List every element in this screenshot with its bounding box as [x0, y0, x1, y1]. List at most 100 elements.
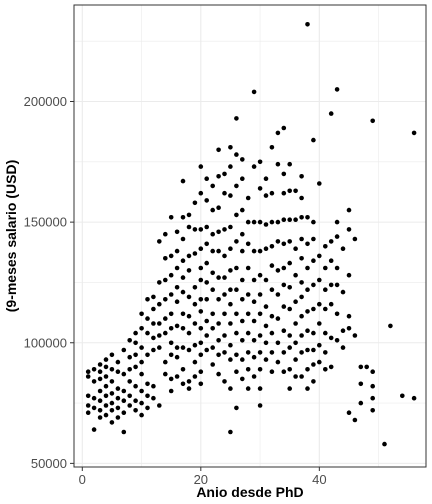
data-point: [180, 215, 186, 220]
data-point: [216, 352, 221, 358]
data-point: [311, 137, 316, 143]
data-point: [269, 313, 275, 319]
data-point: [293, 299, 298, 305]
data-point: [287, 386, 293, 391]
data-point: [186, 330, 192, 336]
data-point: [251, 89, 257, 95]
data-point: [174, 265, 180, 271]
data-point: [198, 227, 204, 232]
data-point: [245, 350, 251, 355]
data-point: [198, 265, 204, 271]
data-point: [257, 403, 263, 408]
data-point: [198, 369, 204, 375]
data-point: [216, 371, 221, 377]
data-point: [287, 333, 293, 338]
data-point: [109, 400, 115, 406]
data-point: [281, 265, 287, 271]
data-point: [311, 219, 316, 225]
data-point: [204, 198, 209, 203]
data-point: [358, 364, 364, 370]
data-point: [228, 321, 233, 326]
data-point: [216, 147, 221, 153]
data-point: [311, 330, 316, 336]
data-point: [234, 287, 239, 293]
data-point: [228, 386, 233, 391]
data-point: [85, 410, 91, 416]
data-point: [263, 277, 269, 283]
data-point: [115, 415, 121, 420]
data-point: [293, 340, 298, 346]
y-tick-label: 150000: [24, 215, 67, 230]
data-point: [257, 186, 263, 191]
data-point: [210, 270, 215, 276]
data-point: [346, 313, 352, 319]
data-point: [281, 190, 287, 196]
data-point: [210, 345, 215, 350]
data-point: [281, 304, 287, 309]
data-point: [103, 412, 109, 418]
data-point: [228, 301, 233, 307]
data-point: [192, 342, 198, 348]
data-point: [216, 338, 221, 343]
data-point: [323, 244, 328, 249]
data-point: [234, 183, 239, 189]
data-point: [192, 374, 198, 379]
data-point: [293, 246, 298, 251]
data-point: [269, 244, 275, 249]
data-point: [163, 359, 168, 365]
data-point: [281, 217, 287, 222]
data-point: [234, 265, 239, 271]
data-point: [269, 190, 275, 196]
data-point: [251, 299, 257, 305]
data-point: [340, 289, 346, 295]
data-point: [157, 321, 162, 326]
data-point: [358, 381, 364, 387]
data-point: [257, 292, 263, 297]
data-point: [109, 408, 115, 413]
data-point: [103, 393, 109, 399]
data-point: [257, 272, 263, 278]
data-point: [127, 379, 132, 384]
data-point: [240, 231, 245, 237]
data-point: [234, 330, 239, 336]
data-point: [204, 241, 209, 247]
data-point: [151, 383, 156, 389]
data-point: [245, 219, 251, 225]
data-point: [91, 367, 97, 372]
data-point: [275, 316, 281, 321]
data-point: [145, 316, 150, 321]
data-point: [97, 376, 103, 382]
data-point: [109, 379, 115, 384]
data-point: [275, 268, 281, 273]
data-point: [245, 367, 251, 372]
data-point: [257, 350, 263, 355]
data-point: [180, 258, 186, 264]
data-point: [198, 190, 204, 196]
data-point: [180, 289, 186, 295]
data-point: [251, 374, 257, 379]
data-point: [210, 207, 215, 213]
data-point: [163, 231, 168, 237]
data-point: [85, 393, 91, 399]
data-point: [151, 395, 156, 401]
data-point: [328, 258, 334, 264]
data-point: [234, 352, 239, 358]
data-point: [139, 311, 144, 317]
data-point: [145, 381, 150, 387]
data-point: [346, 272, 352, 278]
data-point: [109, 367, 115, 372]
data-point: [234, 369, 239, 375]
data-point: [305, 241, 310, 247]
data-point: [210, 326, 215, 331]
data-point: [240, 338, 245, 343]
data-point: [317, 359, 322, 365]
data-point: [263, 323, 269, 329]
data-point: [317, 181, 322, 186]
data-point: [198, 164, 204, 169]
data-point: [334, 234, 340, 239]
data-point: [370, 383, 376, 389]
data-point: [174, 374, 180, 379]
data-point: [127, 403, 132, 408]
data-point: [269, 263, 275, 268]
